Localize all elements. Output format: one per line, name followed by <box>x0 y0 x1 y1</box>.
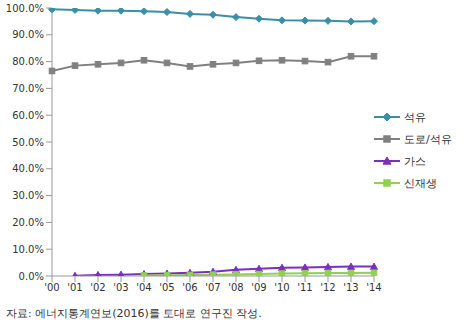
svg-text:'07: '07 <box>205 282 220 293</box>
svg-text:'00: '00 <box>44 282 59 293</box>
svg-text:'08: '08 <box>228 282 243 293</box>
svg-text:'02: '02 <box>90 282 105 293</box>
html-text:신재생: 신재생 <box>404 176 437 190</box>
svg-text:'03: '03 <box>113 282 128 293</box>
svg-text:'13: '13 <box>343 282 358 293</box>
svg-text:0.0%: 0.0% <box>19 271 44 282</box>
svg-text:20.0%: 20.0% <box>12 217 44 228</box>
svg-text:100.0%: 100.0% <box>8 3 44 14</box>
svg-text:60.0%: 60.0% <box>12 110 44 121</box>
svg-text:'06: '06 <box>182 282 197 293</box>
svg-text:'10: '10 <box>274 282 289 293</box>
svg-text:'11: '11 <box>297 282 312 293</box>
svg-text:'01: '01 <box>67 282 82 293</box>
svg-text:'12: '12 <box>320 282 335 293</box>
html-text:도로/석유: 도로/석유 <box>404 132 452 146</box>
svg-text:10.0%: 10.0% <box>12 244 44 255</box>
html-text:자료: 에너지통계연보(2016)를 토대로 연구진 작성.: 자료: 에너지통계연보(2016)를 토대로 연구진 작성. <box>6 307 262 320</box>
svg-text:'09: '09 <box>251 282 266 293</box>
svg-text:90.0%: 90.0% <box>12 29 44 40</box>
svg-text:80.0%: 80.0% <box>12 56 44 67</box>
svg-text:'04: '04 <box>136 282 151 293</box>
svg-text:'05: '05 <box>159 282 174 293</box>
svg-text:30.0%: 30.0% <box>12 190 44 201</box>
html-text:가스: 가스 <box>404 154 426 168</box>
svg-text:40.0%: 40.0% <box>12 163 44 174</box>
html-text:석유: 석유 <box>404 110 426 124</box>
svg-text:50.0%: 50.0% <box>12 137 44 148</box>
svg-text:70.0%: 70.0% <box>12 83 44 94</box>
svg-text:'14: '14 <box>366 282 381 293</box>
